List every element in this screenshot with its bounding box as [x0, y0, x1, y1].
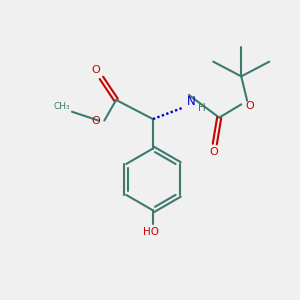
Text: H: H — [198, 103, 206, 113]
Text: O: O — [92, 116, 100, 126]
Text: HO: HO — [143, 226, 160, 237]
Text: O: O — [245, 101, 254, 111]
Text: N: N — [187, 95, 196, 108]
Text: CH₃: CH₃ — [53, 102, 70, 111]
Text: O: O — [92, 64, 100, 75]
Text: O: O — [209, 147, 218, 158]
